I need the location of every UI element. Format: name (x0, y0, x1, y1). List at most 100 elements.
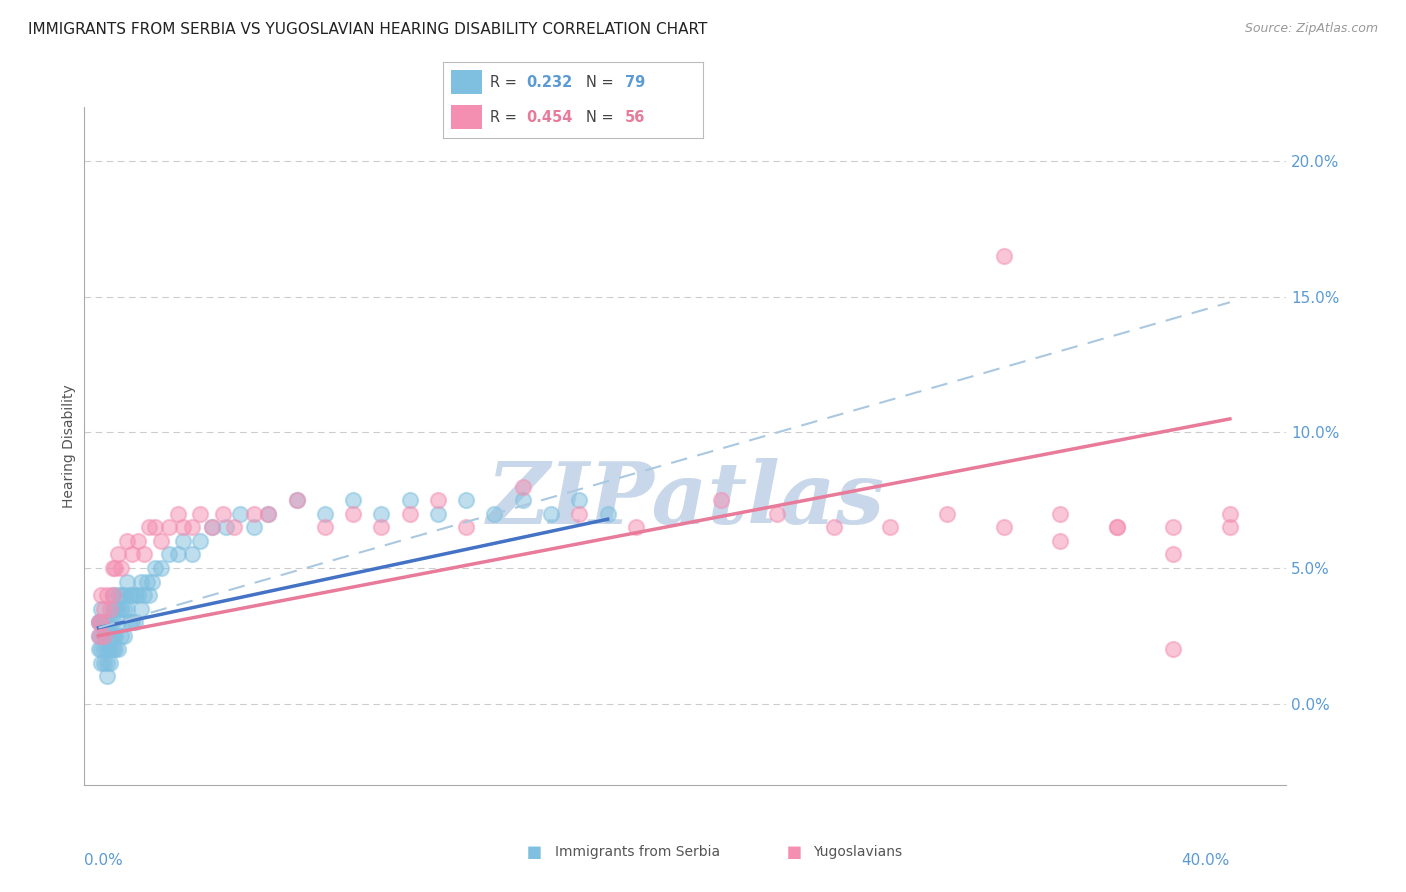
Point (104, 642, 127, 657)
Point (1163, 520, 1185, 534)
Point (96, 642, 118, 657)
Point (129, 574, 152, 589)
Point (1105, 520, 1128, 534)
Point (823, 520, 845, 534)
Text: Yugoslavians: Yugoslavians (813, 845, 901, 859)
Point (87, 629, 110, 643)
Point (229, 507, 252, 521)
Point (87, 629, 110, 643)
Point (212, 507, 235, 521)
Point (101, 642, 124, 657)
Point (107, 615, 129, 630)
Point (224, 520, 246, 534)
Point (166, 548, 188, 562)
Point (132, 548, 155, 562)
Point (141, 574, 163, 589)
Text: 79: 79 (624, 75, 645, 90)
Point (138, 588, 160, 602)
Point (127, 533, 149, 548)
Point (129, 601, 152, 615)
Point (936, 507, 959, 521)
Point (121, 548, 143, 562)
Point (285, 493, 308, 508)
Point (90, 656, 112, 670)
Point (314, 507, 336, 521)
Point (90, 642, 112, 657)
Y-axis label: Hearing Disability: Hearing Disability (62, 384, 76, 508)
Point (112, 588, 135, 602)
Point (342, 507, 364, 521)
Point (110, 629, 132, 643)
Text: N =: N = (586, 110, 619, 125)
Point (115, 601, 138, 615)
Point (188, 533, 211, 548)
Point (90, 601, 112, 615)
Text: Source: ZipAtlas.com: Source: ZipAtlas.com (1244, 22, 1378, 36)
Point (157, 520, 180, 534)
Point (87, 642, 110, 657)
Point (398, 507, 420, 521)
Text: N =: N = (586, 75, 619, 90)
Point (101, 615, 124, 630)
Point (993, 249, 1015, 263)
Point (143, 561, 166, 575)
Text: Immigrants from Serbia: Immigrants from Serbia (555, 845, 720, 859)
Point (110, 588, 132, 602)
Point (201, 520, 224, 534)
Text: 0.0%: 0.0% (84, 853, 124, 868)
Point (624, 520, 647, 534)
Point (107, 642, 129, 657)
Point (98, 656, 121, 670)
Point (112, 629, 135, 643)
Point (1049, 533, 1071, 548)
Point (512, 480, 534, 494)
Point (143, 520, 166, 534)
Text: R =: R = (489, 110, 522, 125)
Point (121, 615, 143, 630)
Point (104, 601, 127, 615)
Point (484, 507, 506, 521)
Point (124, 615, 146, 630)
Text: 56: 56 (624, 110, 645, 125)
Point (180, 548, 202, 562)
Point (398, 493, 420, 508)
Point (98, 615, 121, 630)
Text: 40.0%: 40.0% (1181, 853, 1230, 868)
Point (96, 656, 118, 670)
Text: 0.454: 0.454 (526, 110, 572, 125)
Point (135, 574, 157, 589)
Point (87, 615, 110, 630)
Point (1105, 520, 1128, 534)
Point (426, 507, 449, 521)
Point (257, 507, 280, 521)
Point (456, 520, 478, 534)
Point (107, 601, 129, 615)
Point (104, 561, 127, 575)
Point (157, 548, 180, 562)
Point (243, 520, 266, 534)
Point (132, 588, 155, 602)
Text: ZIPatlas: ZIPatlas (486, 458, 884, 542)
Point (87, 615, 110, 630)
Bar (451, 70, 482, 95)
Point (180, 520, 202, 534)
Text: R =: R = (489, 75, 522, 90)
Point (96, 588, 118, 602)
Point (90, 588, 112, 602)
Point (1219, 507, 1241, 521)
Point (1049, 507, 1071, 521)
Text: ▪: ▪ (526, 840, 543, 863)
Point (568, 493, 591, 508)
Point (166, 507, 188, 521)
Point (115, 533, 138, 548)
Point (149, 533, 172, 548)
Point (93, 629, 115, 643)
Point (257, 507, 280, 521)
Point (101, 601, 124, 615)
Point (993, 520, 1015, 534)
Point (1219, 520, 1241, 534)
Point (215, 520, 238, 534)
Point (201, 520, 224, 534)
Point (110, 561, 132, 575)
Point (90, 629, 112, 643)
